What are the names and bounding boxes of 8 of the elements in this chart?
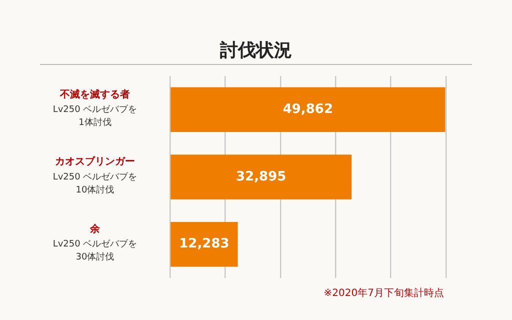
y-tick-label: 不滅を滅する者 Lv250 ベルゼバブを 1体討伐 (52, 88, 138, 128)
data-label: 12,283 (179, 236, 230, 252)
text: ※2020年7月下旬集計時点 (324, 286, 444, 300)
chart-title: 討伐状況 (218, 39, 293, 62)
data-label: 32,895 (236, 169, 286, 184)
y-tick-label: 余 Lv250 ベルゼバブを 30体討伐 (52, 222, 138, 263)
data-label: 49,862 (282, 102, 334, 118)
y-tick-label: カオスブリンガー Lv250 ベルゼバブを 10体討伐 (52, 156, 138, 196)
